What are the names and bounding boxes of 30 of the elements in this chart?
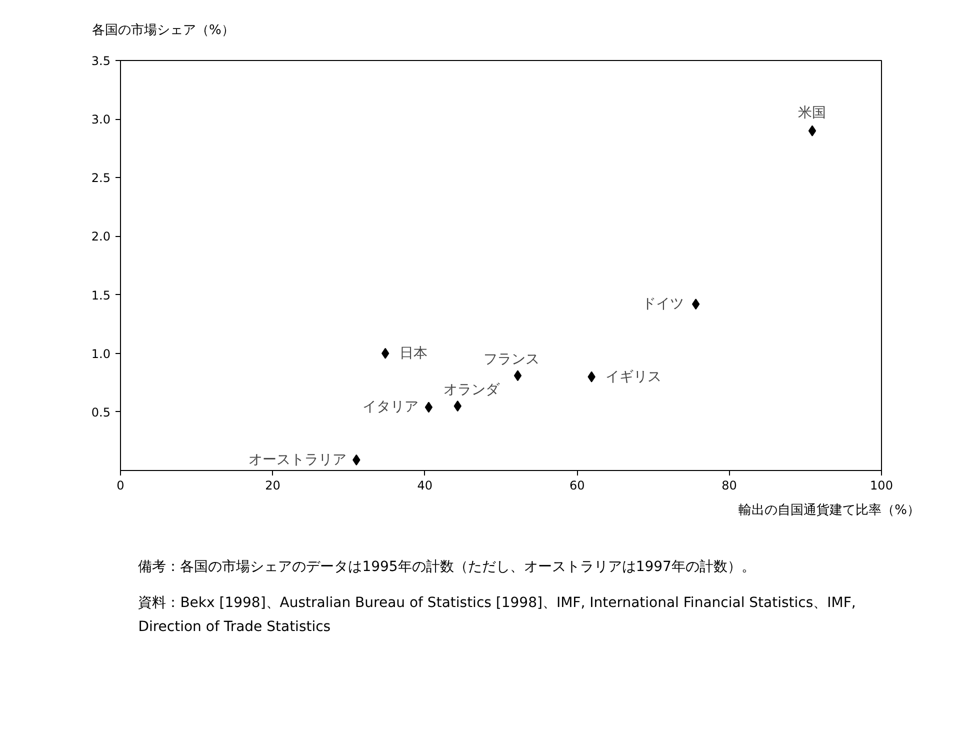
x-tick-label: 100 — [870, 478, 893, 492]
point — [424, 401, 433, 412]
annotation: イギリス — [606, 368, 662, 384]
y-tick-label: 2.5 — [91, 170, 111, 185]
annotation: オーストラリア — [248, 452, 346, 468]
x-tick-label: 40 — [417, 478, 433, 492]
annotation: フランス — [484, 351, 540, 368]
point — [808, 124, 816, 136]
x-tick-label: 80 — [722, 478, 737, 492]
x-tick-label: 20 — [265, 478, 280, 492]
annotation: オランダ — [444, 382, 501, 398]
point — [514, 370, 522, 381]
y-tick-label: 0.5 — [91, 404, 111, 419]
annotation: 米国 — [798, 104, 826, 120]
y-tick-label: 3.5 — [91, 54, 111, 68]
y-tick-label: 3.0 — [91, 112, 111, 126]
point — [381, 347, 390, 358]
annotation: イタリア — [362, 398, 419, 415]
annotation: 日本 — [399, 344, 428, 361]
text: 資料：Bekx [1998]、Australian Bureau of Statistics [1998]、IMF, International Financial Statistics、IMF, Direction of Trade Statistics — [137, 594, 857, 638]
y-tick-label: 1.5 — [91, 288, 111, 302]
point — [692, 298, 700, 310]
y-tick-label: 2.0 — [91, 229, 111, 244]
x-tick-label: 0 — [116, 478, 124, 492]
text: 備考：各国の市場シェアのデータは1995年の計数（ただし、オーストラリアは1997年の計数）。 — [137, 558, 756, 578]
y-axis-title: 各国の市場シェア（%） — [92, 22, 234, 40]
annotation: ドイツ — [642, 296, 684, 312]
x-axis-title: 輸出の自国通貨建て比率（%） — [738, 502, 920, 520]
y-tick-label: 1.0 — [91, 346, 111, 360]
x-tick-label: 60 — [569, 478, 585, 492]
